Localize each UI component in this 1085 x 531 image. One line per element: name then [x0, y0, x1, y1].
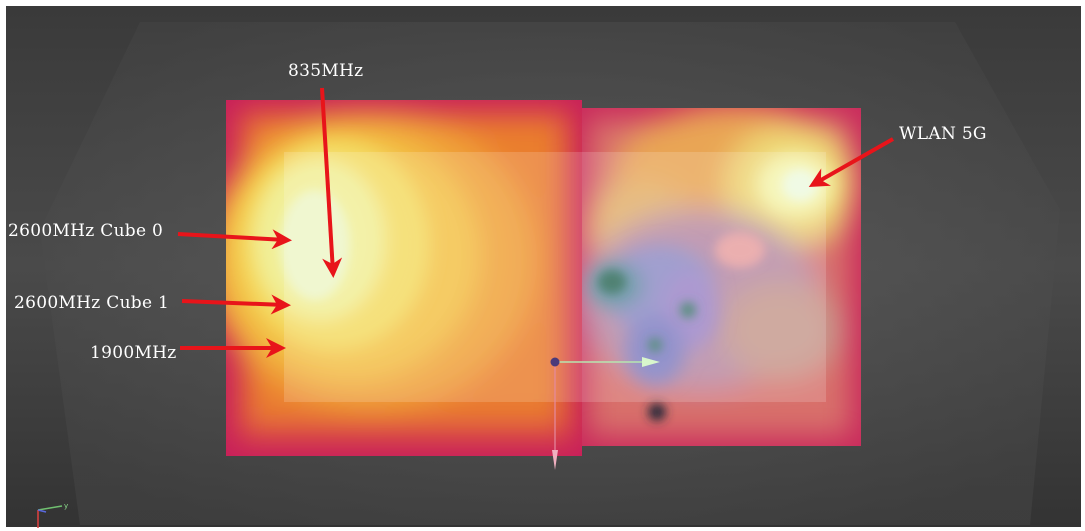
label-2600mhz-cube-0: 2600MHz Cube 0 [8, 221, 163, 241]
label-wlan-5g: WLAN 5G [899, 124, 987, 144]
label-835mhz: 835MHz [288, 61, 363, 81]
orientation-triad: y [37, 502, 68, 528]
triad-x-axis [37, 509, 47, 513]
arrow-wlan-5g-icon [808, 137, 894, 187]
label-2600mhz-cube-1: 2600MHz Cube 1 [14, 293, 169, 313]
heatmap-low-bands [226, 100, 582, 456]
arrow-835mhz-icon [320, 87, 343, 278]
x-axis-arrow-icon [642, 357, 660, 367]
origin-point-icon [550, 357, 560, 367]
triad-y-axis [37, 505, 63, 511]
label-1900mhz: 1900MHz [90, 343, 177, 363]
triad-y-label: y [64, 502, 68, 510]
arrow-2600-cube0-icon [177, 229, 292, 250]
arrow-2600-cube1-icon [181, 294, 291, 315]
annotation-arrows [177, 87, 894, 358]
z-axis-arrow-icon [552, 450, 558, 470]
